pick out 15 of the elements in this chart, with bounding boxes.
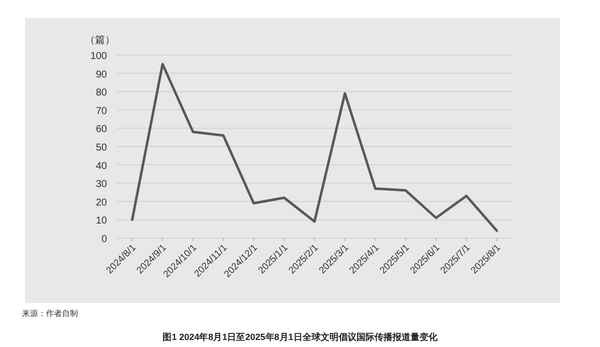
y-tick-label: 90 <box>96 69 108 80</box>
line-series <box>130 62 498 232</box>
y-tick-label: 70 <box>96 106 108 117</box>
source-note: 来源：作者自制 <box>22 309 78 318</box>
y-tick-label: 0 <box>101 234 108 245</box>
y-axis-title: （篇） <box>85 35 115 46</box>
y-tick-label: 10 <box>96 216 108 227</box>
y-tick-label: 80 <box>96 88 108 99</box>
y-tick-label: 50 <box>96 142 108 154</box>
y-tick-label: 40 <box>96 160 108 172</box>
y-tick-label: 100 <box>90 51 108 62</box>
y-tick-label: 20 <box>96 197 108 208</box>
y-tick-label: 60 <box>96 124 108 136</box>
y-tick-label: 30 <box>96 179 108 190</box>
text: 图1 2024年8月1日至2025年8月1日全球文明倡议国际传播报道量变化 <box>162 332 438 342</box>
